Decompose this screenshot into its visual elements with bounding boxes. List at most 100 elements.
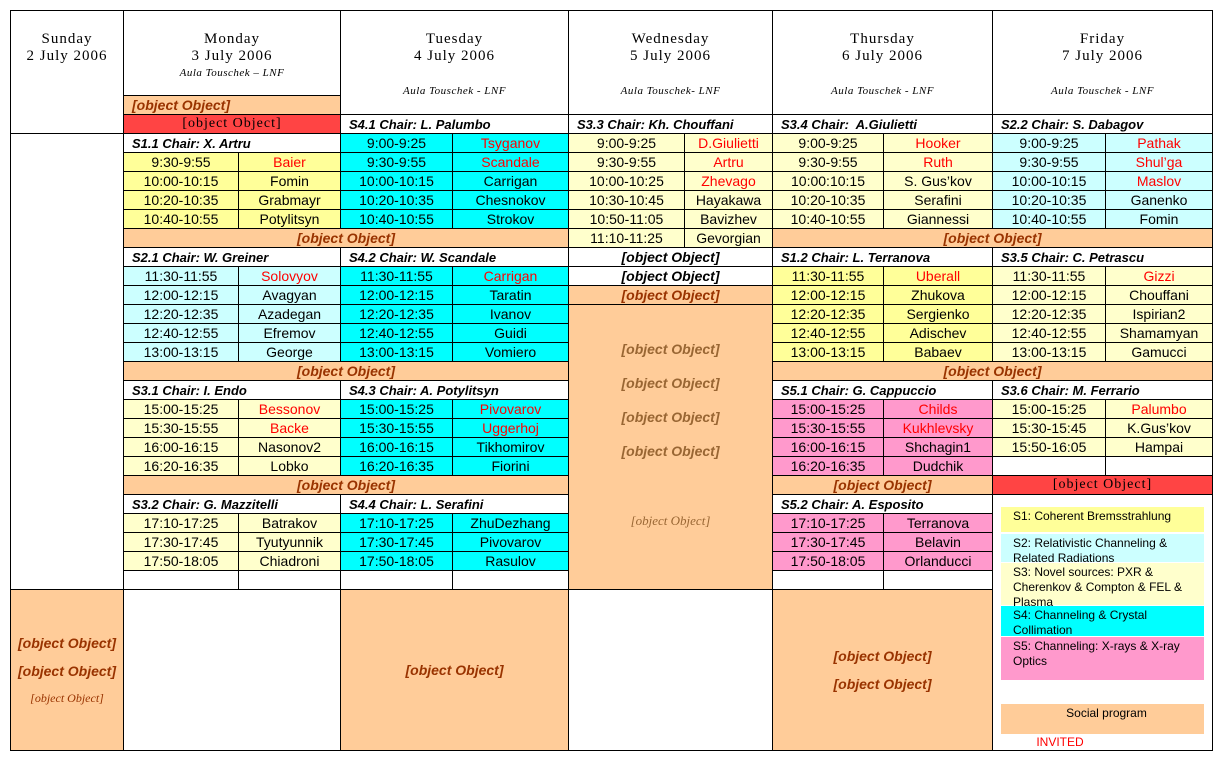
day-name: Thursday (850, 31, 915, 47)
talk-speaker: Fomin (1105, 209, 1213, 229)
venue: Aula Touschek – LNF (179, 67, 285, 79)
talk-time: 17:30-17:45 (123, 532, 239, 552)
talk-speaker: Taratin (452, 285, 569, 305)
talk-speaker: Grabmayr (238, 190, 341, 210)
talk-speaker: Adischev (883, 323, 993, 343)
talk-speaker: Serafini (883, 190, 993, 210)
day-name: Tuesday (425, 31, 484, 47)
talk-time: 12:20-12:35 (123, 304, 239, 324)
talk-speaker: Ganenko (1105, 190, 1213, 210)
talk-speaker: Fiorini (452, 456, 569, 476)
talk-speaker: Tsyganov (452, 133, 569, 153)
talk-speaker: Zhevago (684, 171, 773, 191)
evening-text: [object Object] (17, 662, 116, 679)
talk-time: 9:30-9:55 (340, 152, 453, 172)
talk-time: 11:30-11:55 (340, 266, 453, 286)
talk-time: 10:20-10:35 (992, 190, 1106, 210)
talk-time: 17:10-17:25 (340, 513, 453, 533)
talk-speaker: Pathak (1105, 133, 1213, 153)
talk-speaker: Hooker (883, 133, 993, 153)
talk-time: 10:00:10:15 (772, 171, 884, 191)
talk-speaker: Shul’ga (1105, 152, 1213, 172)
talk-speaker: Uberall (883, 266, 993, 286)
session-chair: S3.6 Chair: M. Ferrario (992, 380, 1213, 400)
talk-time: 12:20-12:35 (772, 304, 884, 324)
talk-time: 10:30-10:45 (568, 190, 685, 210)
talk-speaker: Shchagin1 (883, 437, 993, 457)
empty-cell (238, 570, 341, 590)
talk-time: 9:30-9:55 (992, 152, 1106, 172)
talk-speaker: K.Gus’kov (1105, 418, 1213, 438)
session-chair: S3.4 Chair: A.Giulietti (772, 114, 993, 134)
talk-speaker: Bessonov (238, 399, 341, 419)
talk-speaker: Carrigan (452, 171, 569, 191)
talk-time: 12:00-12:15 (772, 285, 884, 305)
talk-time: 9:00-9:25 (340, 133, 453, 153)
day-date: 4 July 2006 (413, 48, 495, 64)
talk-speaker: Nasonov2 (238, 437, 341, 457)
talk-speaker: Ivanov (452, 304, 569, 324)
talk-speaker: Tikhomirov (452, 437, 569, 457)
talk-time: 10:20-10:35 (123, 190, 239, 210)
talk-speaker: D.Giulietti (684, 133, 773, 153)
day-date: 6 July 2006 (841, 48, 923, 64)
talk-speaker: Chesnokov (452, 190, 569, 210)
empty-cell (10, 133, 124, 590)
talk-time: 16:20-16:35 (340, 456, 453, 476)
talk-speaker: Ispirian2 (1105, 304, 1213, 324)
talk-time: 13:00-13:15 (992, 342, 1106, 362)
session-chair: S3.1 Chair: I. Endo (123, 380, 341, 400)
break-band: [object Object] (772, 228, 1213, 248)
talk-time: 9:00-9:25 (772, 133, 884, 153)
empty-cell (123, 570, 239, 590)
talk-speaker: Hayakawa (684, 190, 773, 210)
talk-time: 9:00-9:25 (992, 133, 1106, 153)
talk-speaker: Giannessi (883, 209, 993, 229)
talk-speaker: Artru (684, 152, 773, 172)
day-header: Monday 3 July 2006 Aula Touschek – LNF (123, 10, 341, 96)
legend-item: S3: Novel sources: PXR & Cherenkov & Com… (1001, 563, 1204, 609)
session-chair: S1.2 Chair: L. Terranova (772, 247, 993, 267)
talk-speaker: Baier (238, 152, 341, 172)
break-band: [object Object] (123, 114, 341, 134)
day-date: 7 July 2006 (1061, 48, 1143, 64)
talk-speaker: Uggerhoj (452, 418, 569, 438)
talk-time: 11:30-11:55 (992, 266, 1106, 286)
evening-text: [object Object] (30, 690, 104, 705)
break-band: [object Object] (568, 285, 773, 305)
break-band: [object Object] (992, 475, 1213, 495)
talk-time: 17:30-17:45 (340, 532, 453, 552)
break-band: [object Object] (772, 475, 993, 495)
talk-time: 15:30-15:55 (340, 418, 453, 438)
talk-speaker: Chouffani (1105, 285, 1213, 305)
venue: Aula Touschek - LNF (831, 85, 934, 97)
session-chair: S5.2 Chair: A. Esposito (772, 494, 993, 514)
talk-time: 12:40-12:55 (772, 323, 884, 343)
talk-time: 15:30-15:55 (772, 418, 884, 438)
talk-time: 12:40-12:55 (123, 323, 239, 343)
talk-speaker: Pivovarov (452, 399, 569, 419)
talk-time: 10:00-10:15 (340, 171, 453, 191)
legend-item: S2: Relativistic Channeling & Related Ra… (1001, 534, 1204, 565)
talk-time: 15:50-16:05 (992, 437, 1106, 457)
talk-speaker: Kukhlevsky (883, 418, 993, 438)
talk-time: 15:30-15:55 (123, 418, 239, 438)
talk-speaker: Shamamyan (1105, 323, 1213, 343)
talk-time: 11:30-11:55 (123, 266, 239, 286)
venue: Aula Touschek- LNF (620, 85, 721, 97)
talk-speaker: Belavin (883, 532, 993, 552)
talk-time: 12:00-12:15 (123, 285, 239, 305)
talk-time: 10:40-10:55 (992, 209, 1106, 229)
day-header: Sunday 2 July 2006 (10, 10, 124, 134)
empty-cell (452, 570, 569, 590)
talk-time: 9:30-9:55 (568, 152, 685, 172)
talk-time: 9:30-9:55 (772, 152, 884, 172)
legend-item: S5: Channeling: X-rays & X-ray Optics (1001, 637, 1204, 680)
talk-time: 10:40-10:55 (772, 209, 884, 229)
break-band: [object Object] (772, 361, 1213, 381)
excursion-text: [object Object] (621, 409, 720, 425)
talk-time: 16:00-16:15 (772, 437, 884, 457)
evening-text: [object Object] (405, 662, 504, 678)
talk-speaker: Sergienko (883, 304, 993, 324)
